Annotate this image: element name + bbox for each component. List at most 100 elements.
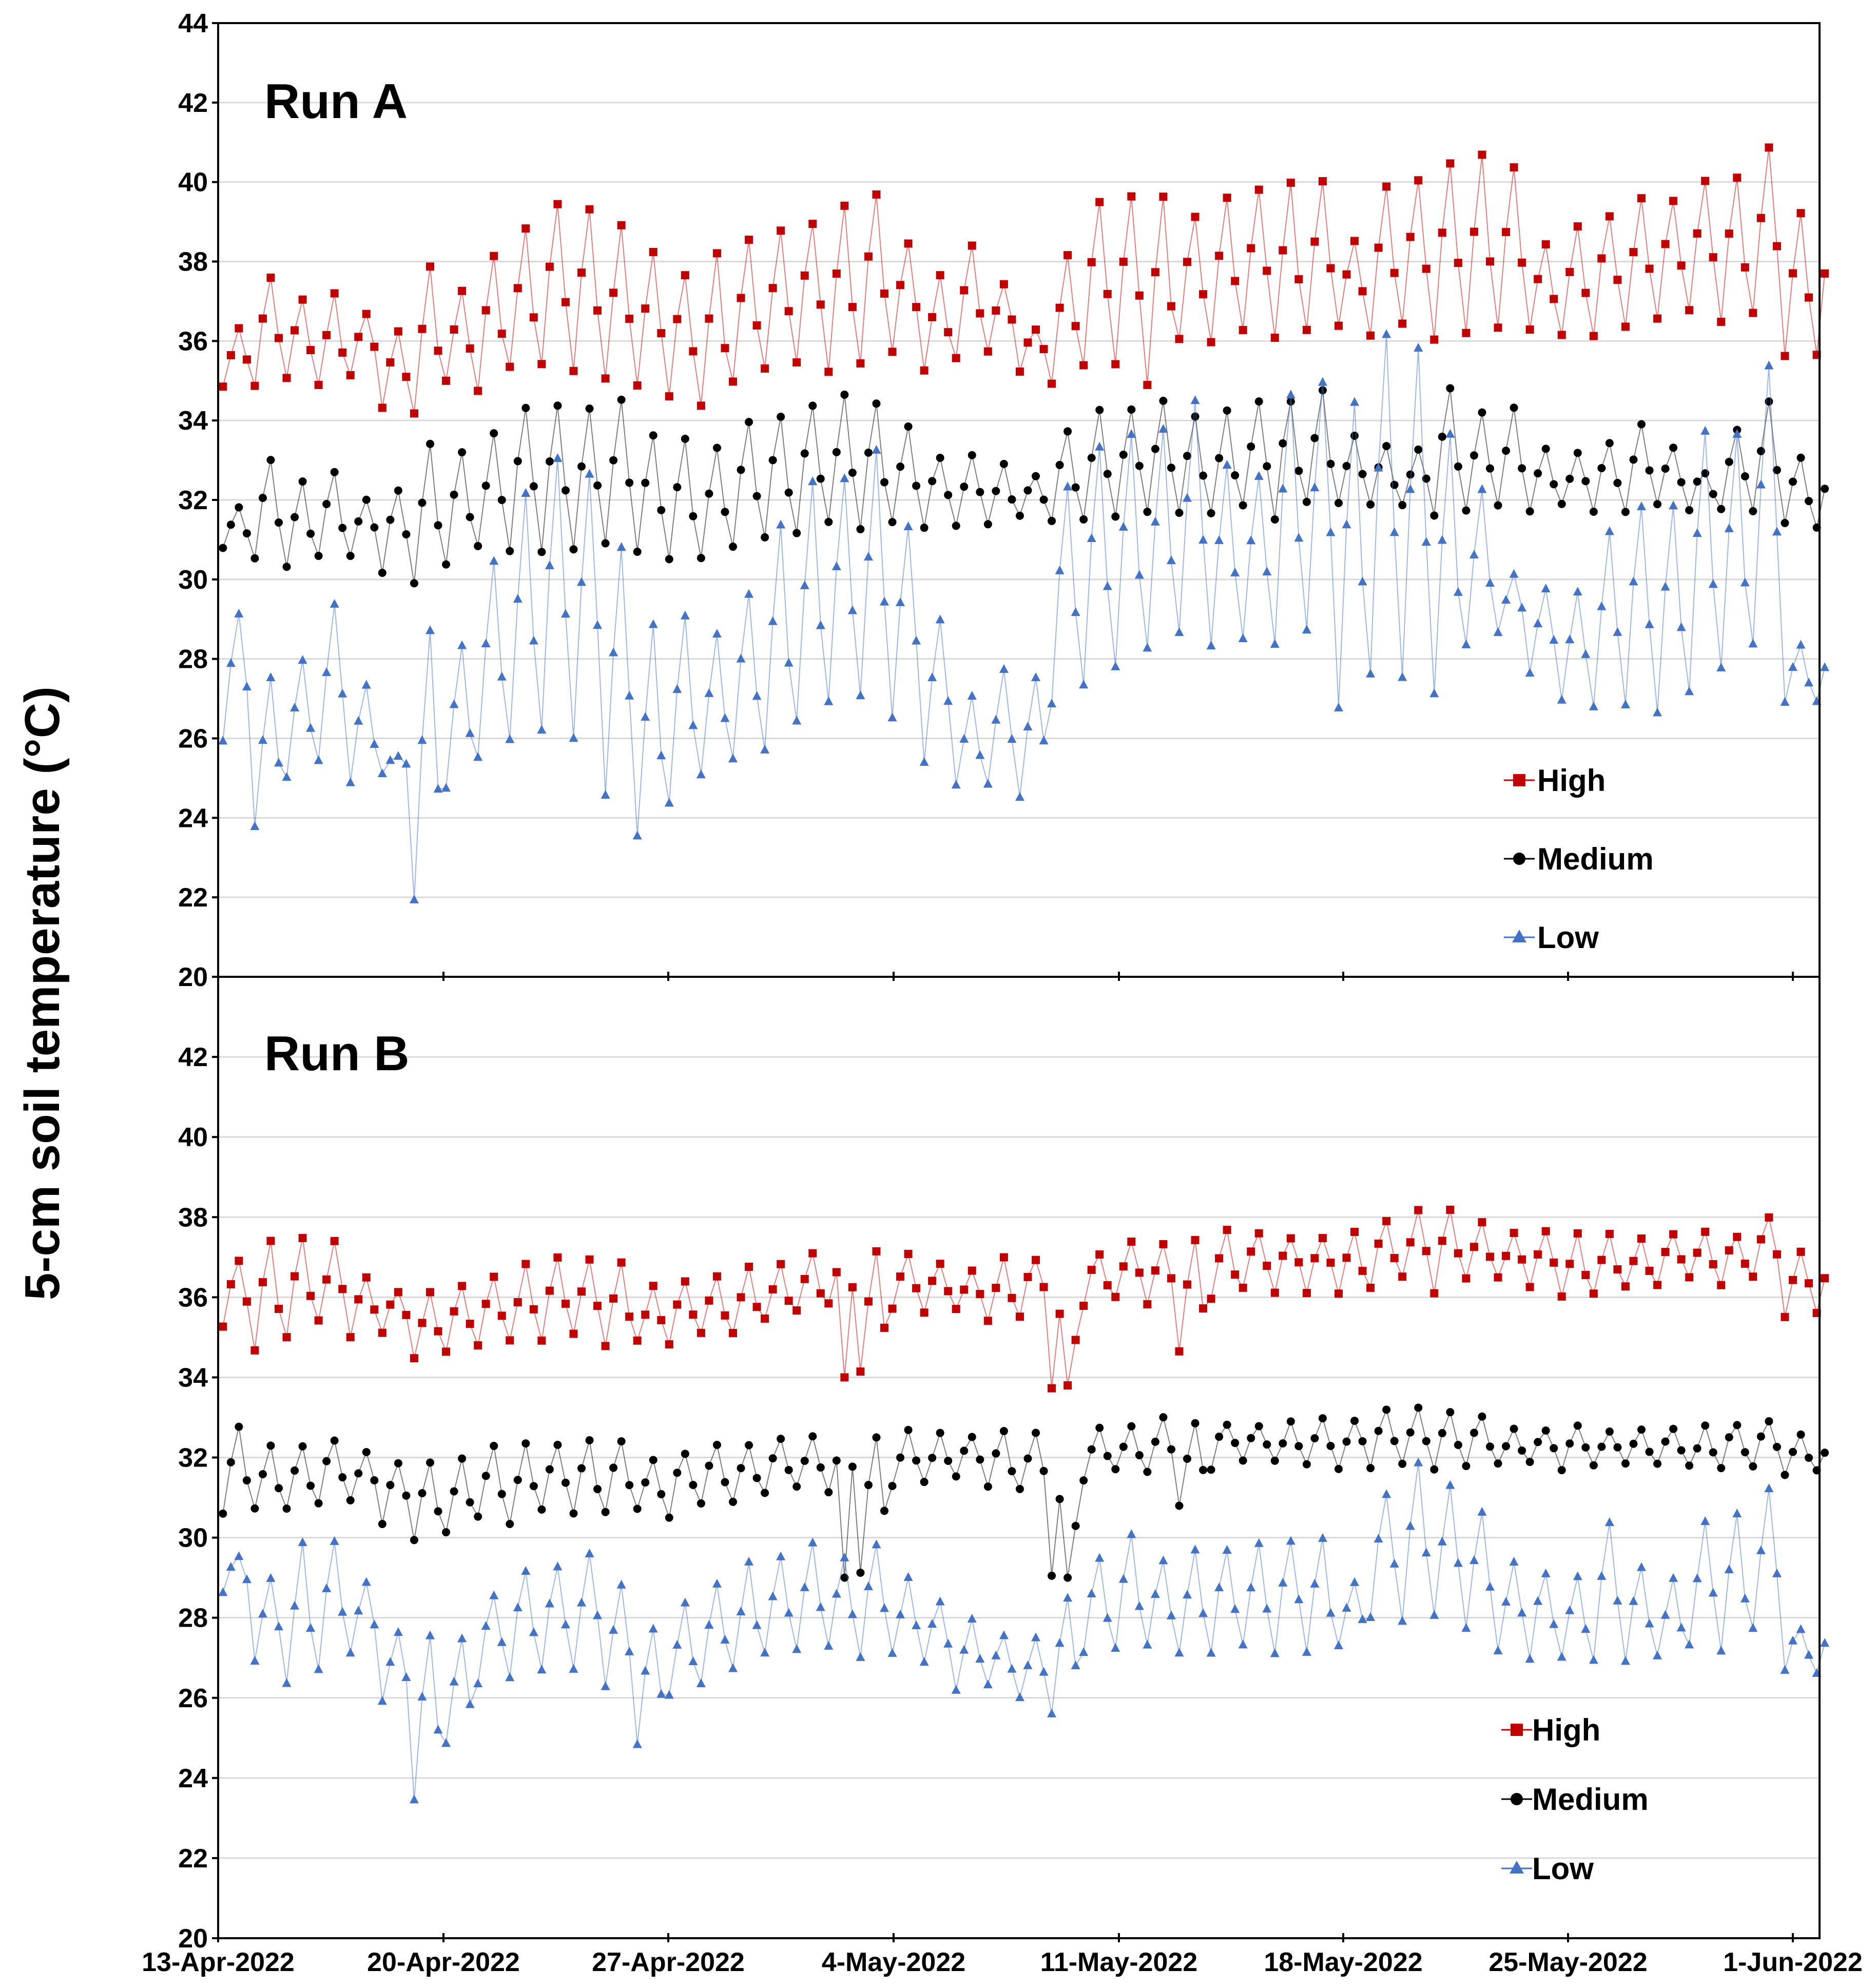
data-point-low <box>449 1676 459 1686</box>
data-point-low <box>800 580 809 589</box>
data-point-medium <box>458 448 467 457</box>
data-point-medium <box>1669 443 1678 452</box>
data-point-high <box>1286 1234 1295 1243</box>
data-point-high <box>1335 1289 1343 1298</box>
data-point-low <box>1222 1545 1232 1554</box>
data-point-medium <box>1183 1454 1191 1463</box>
data-point-high <box>1709 1260 1717 1268</box>
data-point-medium <box>1510 403 1518 412</box>
data-point-high <box>1821 1274 1829 1283</box>
data-point-high <box>362 1273 371 1282</box>
data-point-high <box>1589 1289 1598 1298</box>
legend-label-high: High <box>1537 763 1606 798</box>
data-point-high <box>888 348 897 356</box>
data-point-low <box>1015 792 1024 801</box>
data-point-low <box>250 821 260 831</box>
data-point-low <box>1724 523 1734 532</box>
data-point-low <box>560 1619 570 1629</box>
data-point-low <box>903 1572 913 1581</box>
data-point-medium <box>1263 462 1271 471</box>
run-a-title: Run A <box>264 74 408 129</box>
data-point-high <box>219 382 227 391</box>
data-point-high <box>1749 308 1757 317</box>
data-point-high <box>1740 263 1749 272</box>
data-point-medium <box>1015 1484 1024 1493</box>
data-point-low <box>537 725 547 734</box>
data-point-low <box>943 1638 953 1648</box>
data-point-high <box>1629 248 1638 257</box>
data-point-medium <box>1231 471 1240 479</box>
data-point-medium <box>1151 1437 1159 1446</box>
data-point-low <box>1334 1640 1343 1650</box>
data-point-medium <box>641 478 650 487</box>
data-point-high <box>1254 1229 1263 1238</box>
data-point-low <box>1493 1646 1503 1655</box>
data-point-low <box>569 1664 578 1673</box>
data-point-low <box>959 1645 969 1654</box>
data-point-medium <box>219 1509 227 1518</box>
data-point-low <box>1541 583 1551 592</box>
data-point-low <box>1166 1610 1176 1619</box>
data-point-medium <box>1087 454 1096 462</box>
data-point-high <box>450 1307 458 1316</box>
data-point-low <box>1660 582 1670 591</box>
data-point-medium <box>569 1509 578 1518</box>
data-point-high <box>1518 1255 1526 1264</box>
data-point-high <box>928 313 937 321</box>
data-point-low <box>1254 471 1264 480</box>
data-point-low <box>274 758 283 767</box>
data-point-low <box>800 1582 809 1591</box>
data-point-high <box>266 274 275 282</box>
data-point-high <box>378 403 386 412</box>
data-point-medium <box>1414 445 1423 454</box>
data-point-medium <box>1167 464 1175 472</box>
data-point-high <box>1494 1273 1502 1282</box>
data-point-high <box>1438 228 1446 237</box>
y-tick-label: 32 <box>178 1443 208 1473</box>
data-point-medium <box>872 1433 881 1442</box>
data-point-medium <box>1239 501 1247 510</box>
data-point-high <box>513 1298 522 1307</box>
data-point-low <box>1206 641 1216 650</box>
data-point-low <box>1382 1489 1391 1498</box>
data-point-medium <box>513 1476 522 1484</box>
data-point-low <box>1692 528 1702 537</box>
data-point-medium <box>872 399 881 408</box>
data-point-high <box>593 306 602 315</box>
data-point-medium <box>1143 508 1152 516</box>
data-point-high <box>1390 268 1399 277</box>
data-point-medium <box>1789 1447 1797 1456</box>
data-point-low <box>1461 639 1471 648</box>
data-point-medium <box>394 1459 402 1468</box>
data-point-medium <box>1406 470 1415 479</box>
data-point-low <box>1453 587 1463 596</box>
data-point-low <box>1190 395 1200 404</box>
data-point-low <box>1772 1568 1782 1577</box>
series-high <box>219 143 1829 418</box>
data-point-high <box>1669 1230 1678 1239</box>
data-point-high <box>737 294 745 302</box>
data-point-low <box>417 1691 427 1701</box>
data-point-high <box>298 295 307 304</box>
data-point-medium <box>952 522 960 530</box>
data-point-low <box>1350 397 1360 406</box>
data-point-medium <box>1693 1444 1701 1453</box>
data-point-medium <box>1701 1421 1710 1430</box>
data-point-high <box>1637 194 1646 203</box>
data-point-low <box>1653 707 1662 717</box>
data-point-low <box>1748 1623 1758 1632</box>
y-tick-label: 20 <box>178 962 208 992</box>
data-point-low <box>242 682 252 691</box>
data-point-low <box>1804 1650 1814 1659</box>
data-point-medium <box>1438 1429 1446 1438</box>
data-point-medium <box>1183 452 1191 460</box>
data-point-low <box>912 1620 921 1630</box>
data-point-medium <box>458 1454 467 1463</box>
data-point-low <box>824 1640 834 1650</box>
data-point-low <box>497 671 507 681</box>
data-point-medium <box>1119 450 1128 459</box>
data-point-medium <box>999 459 1008 468</box>
data-point-medium <box>999 1427 1008 1436</box>
data-point-low <box>1214 1582 1224 1592</box>
